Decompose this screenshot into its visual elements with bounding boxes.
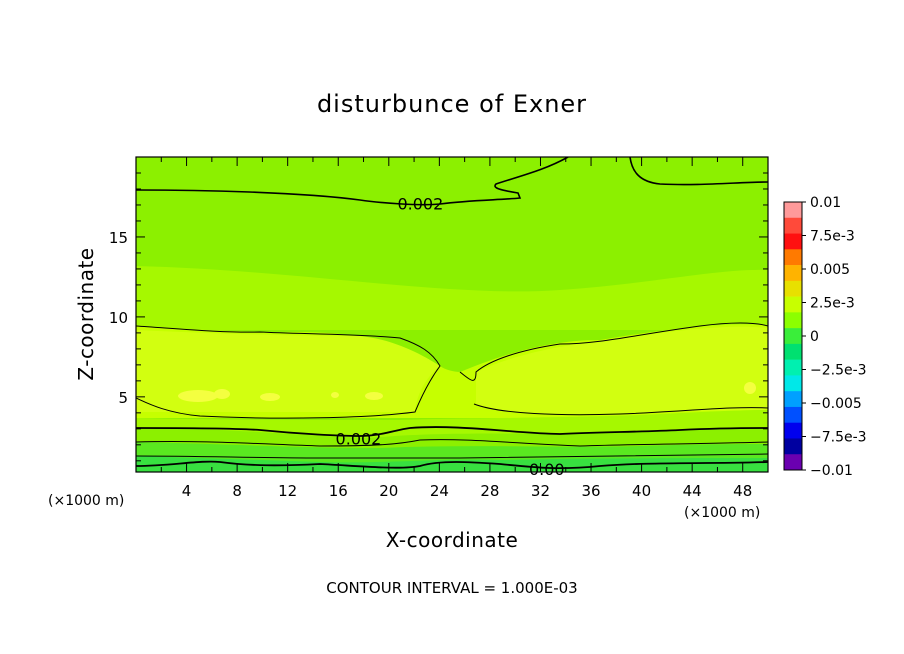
blob-3 (260, 393, 280, 401)
colorbar-swatch (784, 280, 802, 297)
y-tick-label: 5 (118, 389, 128, 407)
colorbar-swatch (784, 438, 802, 455)
colorbar-swatch (784, 454, 802, 471)
colorbar-swatch (784, 312, 802, 329)
contour-labels: 0.002 0.002 0.00 (336, 194, 565, 479)
colorbar-swatch (784, 202, 802, 219)
x-tick-label: 8 (232, 482, 242, 500)
colorbar-swatch (784, 249, 802, 266)
contour-line-mid-right (459, 322, 768, 416)
colorbar-label: 0 (810, 329, 819, 345)
band-upper-light (136, 266, 768, 330)
colorbar-label: 2.5e-3 (810, 296, 855, 312)
band-lower-4 (136, 456, 768, 472)
contour-line-mid-left (136, 325, 441, 419)
blob-6 (744, 382, 756, 394)
contour-interval-note: CONTOUR INTERVAL = 1.000E-03 (326, 579, 577, 597)
plot-frame (135, 156, 769, 473)
contour-line-upper-right (629, 157, 768, 186)
blob-1 (178, 390, 218, 402)
contour-line-002-lower (136, 426, 768, 437)
y-axis-unit: (×1000 m) (48, 493, 124, 509)
y-tick-label: 10 (109, 309, 128, 327)
colorbar-swatch (784, 406, 802, 424)
x-axis: 4 8 12 16 20 24 28 32 36 40 44 48 (160, 157, 752, 500)
x-tick-label: 36 (581, 482, 600, 500)
x-tick-label: 48 (733, 482, 752, 500)
x-tick-label: 4 (182, 482, 192, 500)
colorbar-swatch (784, 217, 802, 234)
chart-title: disturbunce of Exner (317, 90, 587, 118)
colorbar-label: −0.005 (810, 396, 862, 412)
colorbar: 0.01 7.5e-3 0.005 2.5e-3 0 −2.5e-3 −0.005 −7.5e… (783, 195, 867, 479)
colorbar-swatch (784, 375, 802, 392)
contour-label: 0.00 (529, 460, 565, 479)
blob-4 (331, 392, 339, 398)
blob-2 (214, 389, 230, 399)
colorbar-label: 0.005 (810, 262, 850, 278)
contour-line-lower-3 (136, 453, 768, 459)
colorbar-label: −0.01 (810, 463, 853, 479)
colorbar-swatch (784, 391, 802, 408)
band-yellow-pale (136, 330, 440, 412)
x-axis-label: X-coordinate (386, 528, 519, 552)
colorbar-label: 7.5e-3 (810, 229, 855, 245)
contour-line-000 (136, 460, 768, 470)
colorbar-swatch (784, 328, 802, 345)
x-tick-label: 44 (683, 482, 702, 500)
band-yellow-pale-right (476, 326, 768, 414)
colorbar-label: −2.5e-3 (810, 363, 867, 379)
x-tick-label: 32 (531, 482, 550, 500)
x-tick-label: 24 (430, 482, 449, 500)
contour-label: 0.002 (336, 429, 382, 448)
colorbar-swatch (784, 422, 802, 439)
x-tick-label: 12 (278, 482, 297, 500)
colorbar-swatch (784, 359, 802, 376)
y-axis: 5 10 15 (109, 172, 768, 462)
blob-5 (365, 392, 383, 400)
colorbar-label: 0.01 (810, 195, 841, 211)
x-axis-unit: (×1000 m) (684, 505, 760, 521)
x-tick-label: 40 (632, 482, 651, 500)
colorbar-swatch (784, 233, 802, 250)
colorbar-label: −7.5e-3 (810, 430, 867, 446)
x-tick-label: 28 (480, 482, 499, 500)
contour-label: 0.002 (397, 194, 443, 213)
contour-line-lower-2 (136, 439, 768, 447)
y-tick-label: 15 (109, 229, 128, 247)
x-tick-label: 20 (379, 482, 398, 500)
colorbar-swatch (784, 265, 802, 282)
colorbar-swatch (784, 343, 802, 360)
colorbar-swatch (784, 296, 802, 313)
x-tick-label: 16 (329, 482, 348, 500)
contour-line-upper (136, 157, 569, 206)
y-axis-label: Z-coordinate (74, 247, 98, 380)
contour-fill (136, 157, 768, 472)
